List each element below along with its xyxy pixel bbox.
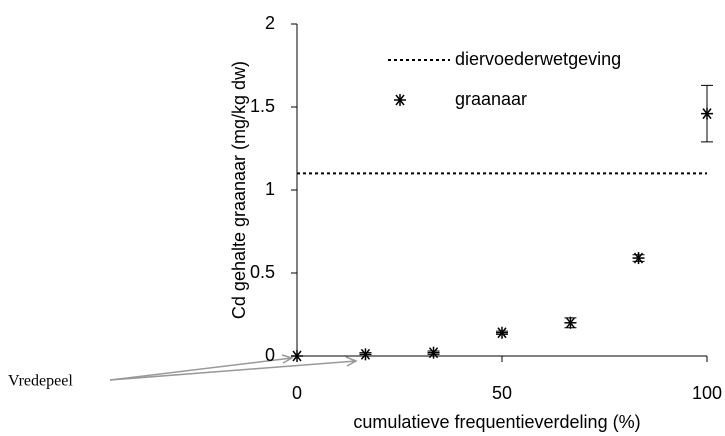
annotation-arrows bbox=[109, 354, 358, 381]
y-tick-label: 0.5 bbox=[250, 262, 275, 282]
y-axis-label: Cd gehalte graanaar (mg/kg dw) bbox=[229, 61, 249, 319]
y-tick-label: 2 bbox=[265, 13, 275, 33]
x-tick-label: 0 bbox=[292, 383, 302, 403]
marker bbox=[701, 107, 713, 120]
marker bbox=[427, 346, 440, 359]
x-axis-label: cumulatieve frequentieverdeling (%) bbox=[353, 412, 640, 432]
marker bbox=[496, 326, 508, 339]
y-tick-label: 1.5 bbox=[250, 96, 275, 116]
marker bbox=[632, 252, 645, 265]
marker bbox=[291, 350, 303, 362]
annotation: Vredepeel bbox=[8, 373, 73, 390]
y-tick-label: 0 bbox=[265, 345, 275, 365]
marker bbox=[564, 316, 577, 329]
legend-label: graanaar bbox=[455, 89, 527, 109]
marker bbox=[394, 94, 406, 106]
legend-label: diervoederwetgeving bbox=[455, 49, 621, 69]
x-tick-label: 100 bbox=[692, 383, 722, 403]
marker bbox=[359, 348, 372, 361]
x-tick-label: 50 bbox=[492, 383, 512, 403]
y-tick-label: 1 bbox=[265, 179, 275, 199]
